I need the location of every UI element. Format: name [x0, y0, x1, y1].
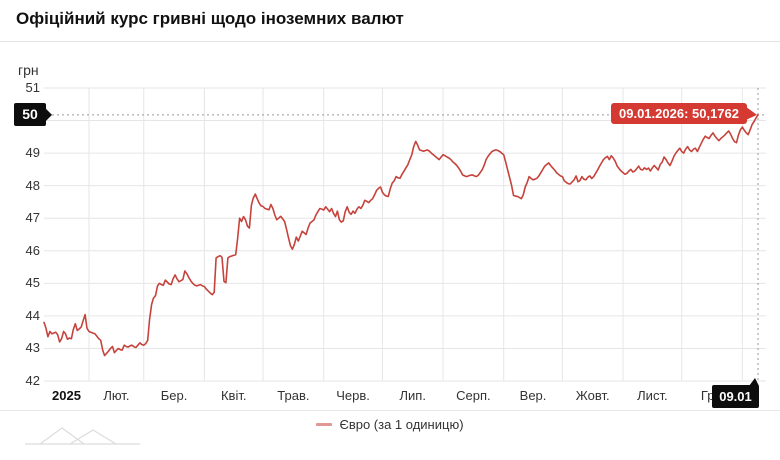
y-tick-44: 44 [25, 307, 40, 323]
tooltip-pointer-icon [746, 106, 757, 120]
legend: Євро (за 1 одиницю) [0, 417, 780, 432]
x-axis-current-badge: 09.01 [712, 385, 759, 408]
watermark-logo-icon [25, 427, 140, 445]
y-axis-unit-label: грн [18, 62, 39, 78]
x-tick-3: Бер. [160, 388, 188, 403]
x-tick-4: Квіт. [220, 388, 247, 403]
y-tick-51: 51 [25, 80, 40, 95]
chart-tooltip: 09.01.2026: 50,1762 [611, 103, 747, 124]
page-title: Офіційний курс гривні щодо іноземних вал… [16, 9, 404, 28]
x-tick-2: Лют. [103, 388, 130, 403]
y-tick-49: 49 [25, 145, 40, 161]
x-tick-5: Трав. [277, 388, 310, 403]
x-tick-1: 2025 [52, 388, 81, 403]
y-tick-48: 48 [25, 177, 40, 193]
legend-line-icon [316, 423, 333, 426]
x-tick-6: Черв. [336, 388, 370, 403]
y-tick-47: 47 [25, 210, 40, 226]
x-tick-11: Лист. [637, 388, 668, 403]
series-line-euro[interactable] [43, 114, 759, 357]
x-tick-8: Серп. [456, 388, 491, 403]
x-tick-7: Лип. [399, 388, 426, 403]
y-tick-46: 46 [25, 242, 40, 258]
axis-bottom-separator [0, 410, 780, 411]
y-axis-current-badge: 50 [14, 103, 46, 127]
title-separator [0, 41, 780, 42]
y-tick-43: 43 [25, 340, 40, 356]
y-tick-45: 45 [25, 275, 40, 291]
legend-series-label[interactable]: Євро (за 1 одиницю) [339, 417, 464, 432]
y-badge-pointer-icon [46, 108, 52, 121]
x-tick-10: Жовт. [575, 388, 610, 403]
x-badge-pointer-icon [749, 378, 759, 386]
y-tick-42: 42 [25, 373, 40, 388]
x-tick-9: Вер. [519, 388, 547, 403]
